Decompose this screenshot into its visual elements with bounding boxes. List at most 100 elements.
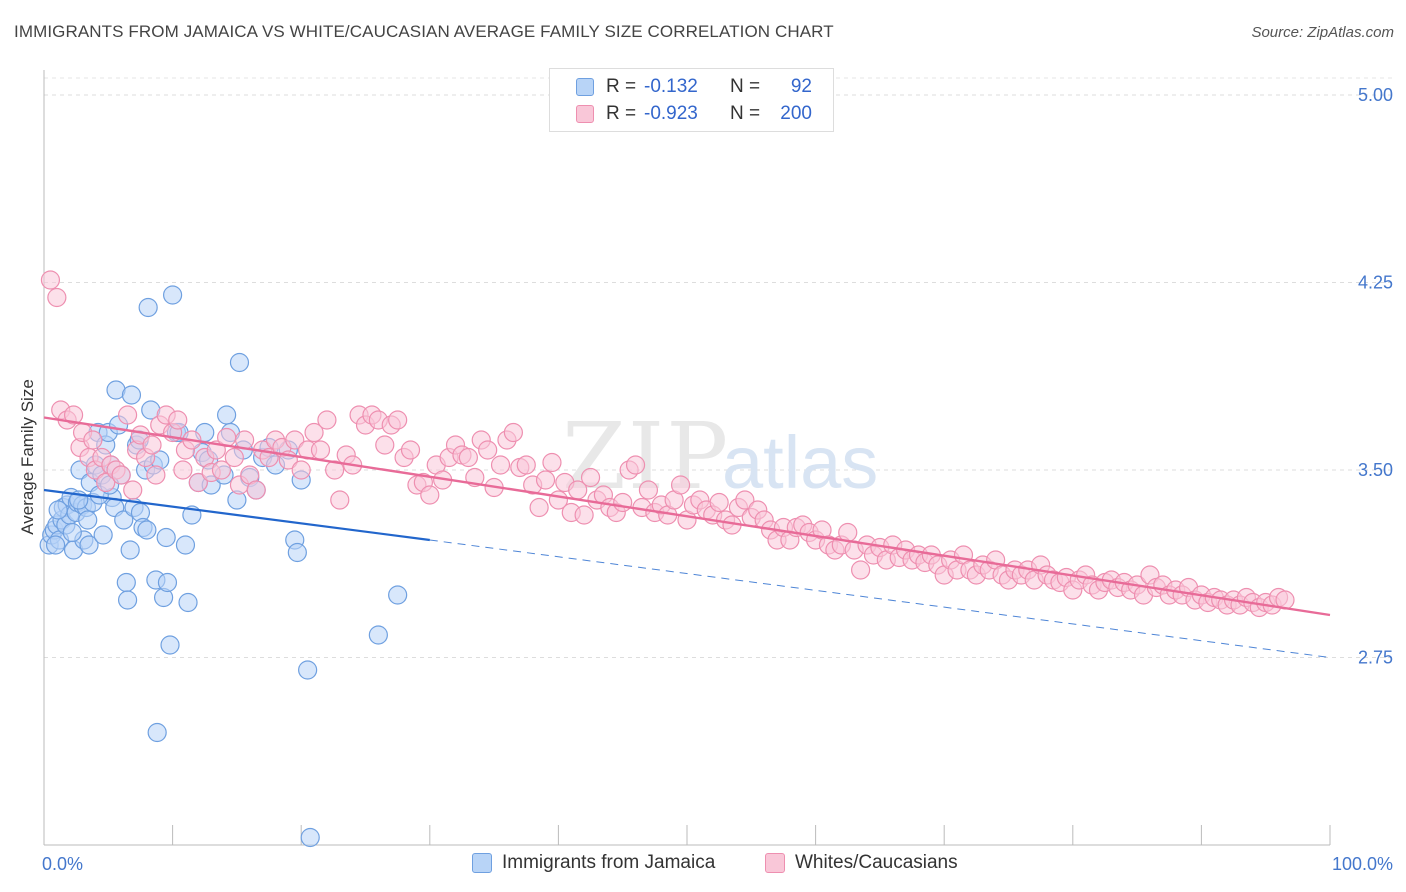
data-point-jamaica <box>62 522 82 543</box>
legend-row-white: R = -0.923 N = 200 <box>550 102 812 126</box>
data-point-white <box>304 422 324 443</box>
data-point-white <box>317 410 337 430</box>
data-point-white <box>83 430 103 450</box>
data-point-white <box>388 410 408 430</box>
data-point-white <box>173 460 193 480</box>
bottom-legend-label-white: Whites/Caucasians <box>795 852 958 873</box>
data-point-white <box>458 447 478 468</box>
data-point-white <box>224 447 244 468</box>
x-tick-label: 0.0% <box>42 854 83 874</box>
legend-n-value-white: 200 <box>780 103 812 124</box>
data-point-white <box>638 480 659 500</box>
data-point-white <box>63 405 84 425</box>
data-point-white <box>529 497 549 518</box>
data-point-white <box>478 440 498 460</box>
data-point-white <box>709 492 729 513</box>
data-point-jamaica <box>156 527 176 548</box>
data-point-white <box>851 560 871 580</box>
data-point-jamaica <box>229 352 250 373</box>
data-point-jamaica <box>48 500 68 520</box>
y-tick-label: 5.00 <box>1358 85 1393 105</box>
data-point-white <box>580 467 601 488</box>
data-point-white <box>490 455 511 475</box>
data-point-jamaica <box>147 722 167 743</box>
y-tick-label: 4.25 <box>1358 273 1393 293</box>
trend-line-jamaica-extrapolated <box>429 539 1331 658</box>
bottom-legend-swatch-white <box>765 853 785 873</box>
data-point-jamaica <box>287 542 307 563</box>
data-point-white <box>735 490 755 510</box>
source-credit: Source: ZipAtlas.com <box>1251 24 1394 41</box>
data-point-jamaica <box>300 827 320 848</box>
series-jamaica-points <box>39 285 408 848</box>
legend-r-value-jamaica: -0.132 <box>644 76 698 97</box>
data-point-jamaica <box>114 510 134 530</box>
data-point-jamaica <box>121 385 142 405</box>
series-white-points <box>40 270 1295 618</box>
data-point-white <box>670 475 691 495</box>
data-point-white <box>310 440 331 460</box>
legend-swatch-jamaica <box>576 78 594 96</box>
y-tick-label: 3.50 <box>1358 460 1393 480</box>
data-point-white <box>146 465 166 485</box>
data-point-jamaica <box>163 285 183 305</box>
data-point-jamaica <box>217 405 237 425</box>
legend-r-label: R = <box>606 76 637 97</box>
data-point-jamaica <box>78 510 98 530</box>
data-point-jamaica <box>175 535 196 555</box>
bottom-legend-jamaica: Immigrants from Jamaica <box>472 852 715 874</box>
trend-line-jamaica <box>43 488 430 542</box>
watermark-atlas: atlas <box>722 421 878 504</box>
data-point-white <box>574 505 594 525</box>
data-point-white <box>246 480 266 500</box>
data-point-white <box>142 435 162 455</box>
data-point-white <box>168 410 188 430</box>
bottom-legend-swatch-jamaica <box>472 853 492 873</box>
axis-labels: 2.75 3.50 4.25 5.00 0.0% 100.0% Average Family… <box>18 85 1393 874</box>
trend-line-white <box>43 416 1331 617</box>
data-point-white <box>47 287 67 308</box>
legend-n-label: N = <box>730 76 761 97</box>
data-point-white <box>613 492 633 513</box>
data-point-white <box>542 452 562 473</box>
data-point-white <box>111 465 131 485</box>
legend-r-label: R = <box>606 103 637 124</box>
bottom-legend-label-jamaica: Immigrants from Jamaica <box>502 852 716 873</box>
stats-legend: R = -0.132 N = 92 R = -0.923 N = 200 <box>549 68 834 132</box>
data-point-jamaica <box>298 660 318 680</box>
data-point-jamaica <box>157 572 178 593</box>
data-point-jamaica <box>137 520 157 540</box>
y-axis-title: Average Family Size <box>18 379 37 535</box>
data-point-jamaica <box>388 585 408 605</box>
data-point-white <box>400 440 421 460</box>
data-point-jamaica <box>368 625 388 645</box>
chart-title: IMMIGRANTS FROM JAMAICA VS WHITE/CAUCASI… <box>14 22 834 41</box>
data-point-jamaica <box>138 297 158 318</box>
data-point-white <box>420 485 440 505</box>
x-tick-label: 100.0% <box>1332 854 1393 874</box>
data-point-jamaica <box>120 540 140 560</box>
legend-r-value-white: -0.923 <box>644 103 698 124</box>
data-point-white <box>291 460 311 480</box>
legend-n-value-jamaica: 92 <box>790 76 812 97</box>
data-point-jamaica <box>93 525 113 545</box>
legend-swatch-white <box>576 105 594 123</box>
data-point-jamaica <box>79 535 99 555</box>
data-point-white <box>535 470 556 490</box>
legend-n-label: N = <box>730 103 761 124</box>
axes <box>43 70 1331 846</box>
data-point-jamaica <box>160 635 180 655</box>
data-point-white <box>375 435 395 455</box>
data-point-white <box>285 430 305 450</box>
data-point-jamaica <box>178 592 198 613</box>
data-point-white <box>117 405 138 425</box>
y-tick-label: 2.75 <box>1358 648 1393 668</box>
data-point-white <box>330 490 350 510</box>
data-point-jamaica <box>45 535 66 555</box>
data-point-white <box>123 480 143 500</box>
bottom-legend-white: Whites/Caucasians <box>765 852 958 874</box>
data-point-jamaica <box>117 590 138 610</box>
data-point-white <box>96 472 116 493</box>
data-point-white <box>211 460 232 480</box>
